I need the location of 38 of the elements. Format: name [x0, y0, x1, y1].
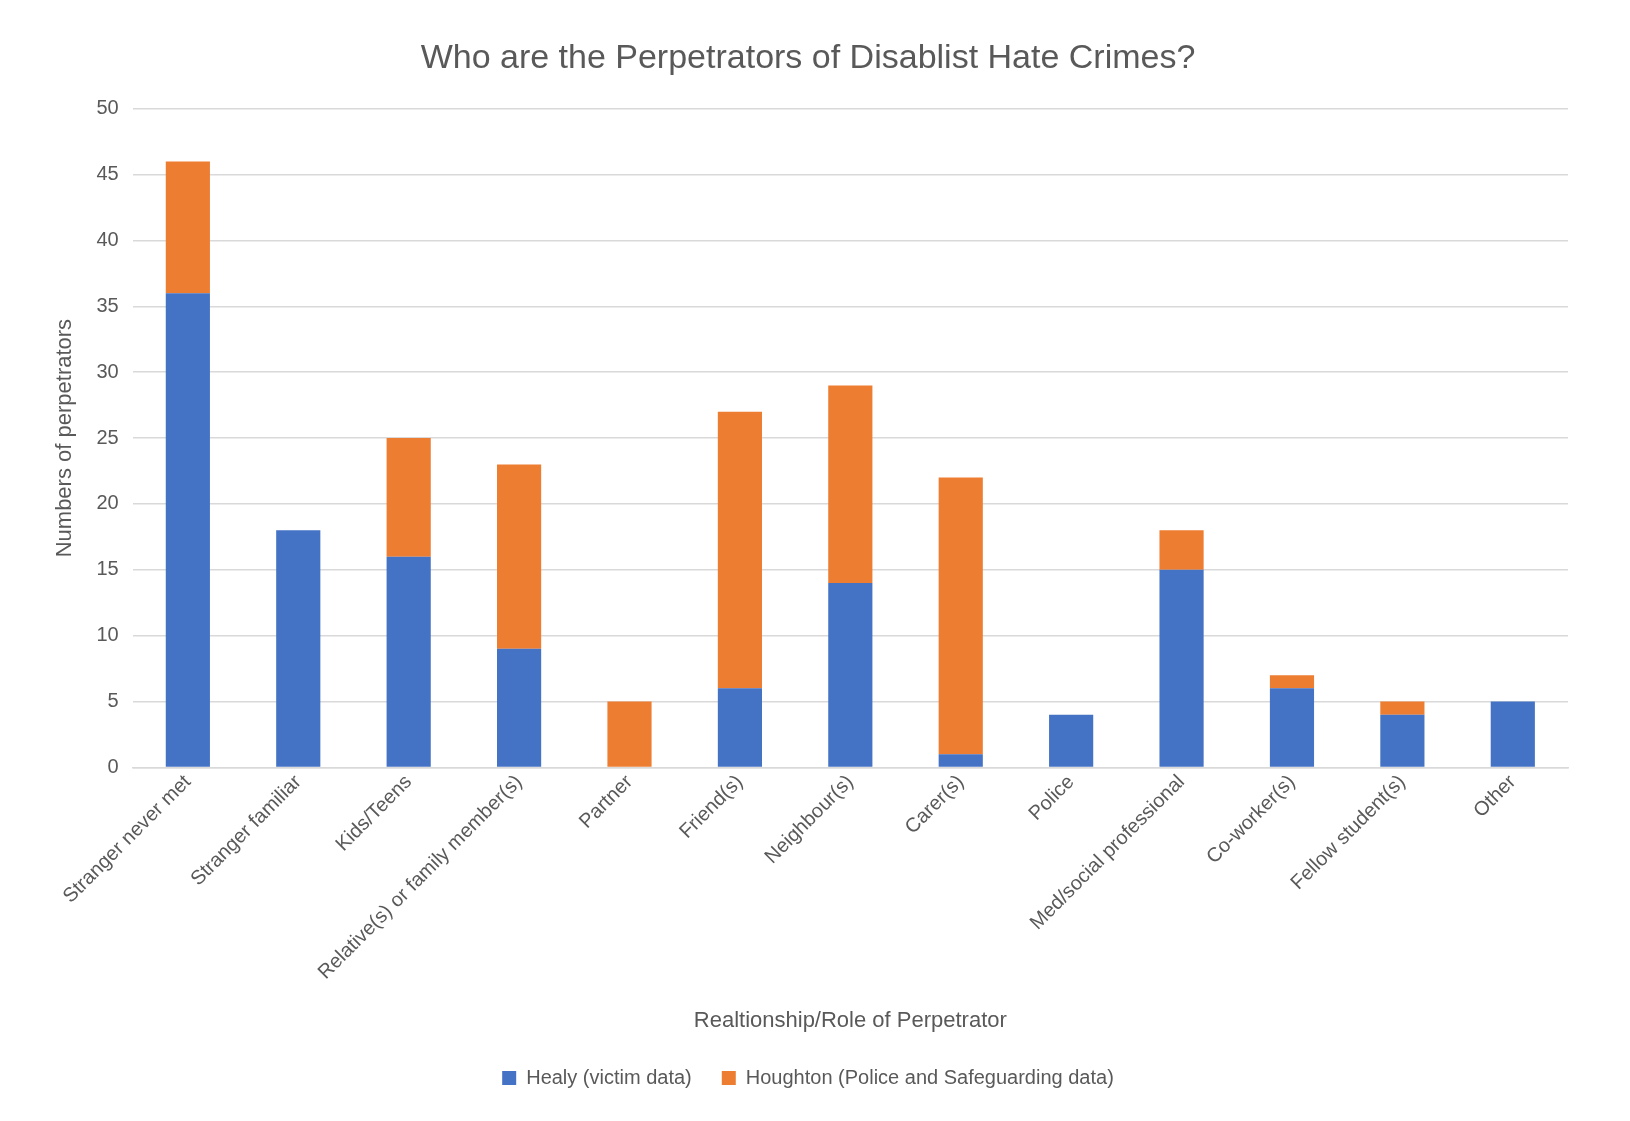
bar [1159, 530, 1204, 570]
bar [497, 464, 542, 649]
y-tick-label: 15 [96, 557, 119, 580]
legend-label: Houghton (Police and Safeguarding data) [745, 1065, 1114, 1088]
bar [497, 648, 542, 767]
bar [276, 530, 321, 767]
y-tick-label: 10 [96, 623, 119, 646]
bar [607, 701, 652, 767]
bar [1380, 701, 1425, 715]
chart-title: Who are the Perpetrators of Disablist Hate Crimes? [420, 36, 1196, 75]
bar [165, 161, 210, 294]
bar [717, 688, 762, 767]
y-tick-label: 40 [96, 228, 119, 251]
bar [938, 477, 983, 755]
bar [1049, 714, 1094, 767]
bar [386, 556, 431, 767]
bar [938, 754, 983, 767]
y-tick-label: 50 [96, 96, 119, 119]
y-tick-label: 5 [107, 689, 119, 712]
bar [1269, 688, 1315, 767]
y-tick-label: 45 [96, 162, 119, 185]
bar [1380, 714, 1425, 767]
bar [828, 385, 873, 583]
legend-label: Healy (victim data) [526, 1065, 692, 1088]
bar [717, 411, 762, 689]
bar [828, 582, 873, 767]
y-tick-label: 35 [96, 293, 119, 316]
bar [1269, 675, 1315, 689]
x-axis-title: Realtionship/Role of Perpetrator [693, 1006, 1007, 1032]
y-axis-title: Numbers of perpetrators [51, 318, 77, 558]
y-tick-label: 20 [96, 491, 119, 514]
bar [165, 293, 210, 767]
bar [1159, 569, 1204, 767]
bar [1490, 701, 1535, 767]
y-tick-label: 0 [107, 754, 119, 777]
y-tick-label: 25 [96, 425, 119, 448]
y-tick-label: 30 [96, 359, 119, 382]
bar [386, 438, 431, 557]
